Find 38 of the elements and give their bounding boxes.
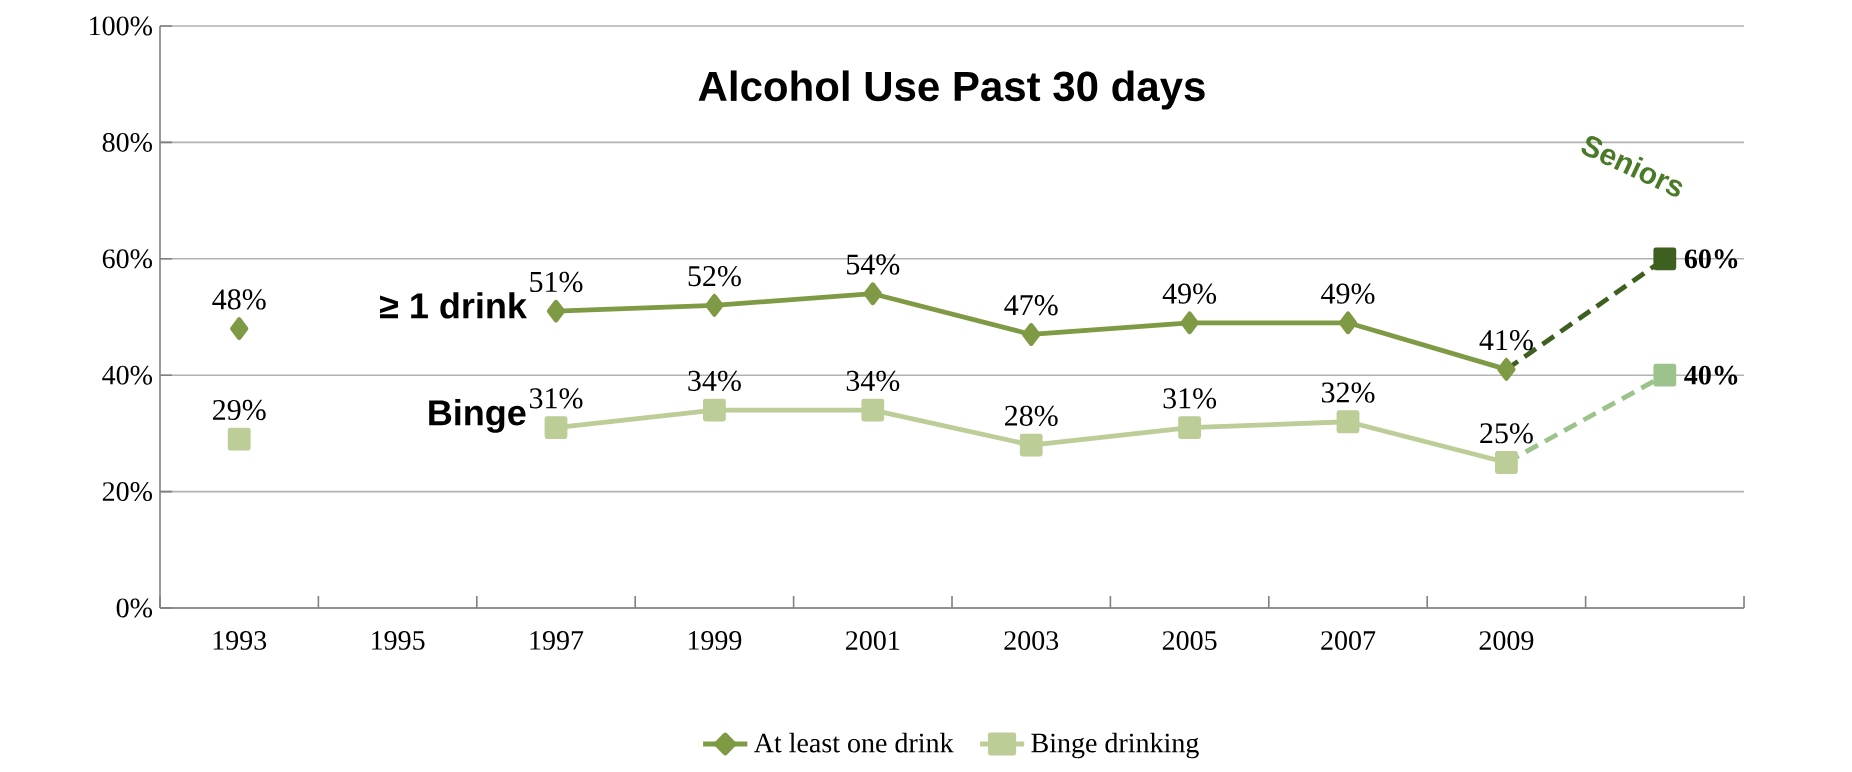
y-tick-label: 80% [102, 132, 153, 152]
data-label: 29% [213, 399, 266, 421]
x-tick-label: 2003 [1004, 631, 1059, 650]
legend-label: Binge drinking [1031, 732, 1199, 759]
data-label: 49% [1162, 283, 1217, 304]
annotation: ≥ 1 drink [380, 292, 527, 319]
y-tick-label: 0% [116, 598, 153, 618]
data-label: 48% [212, 289, 266, 310]
data-label: 31% [1163, 388, 1217, 409]
data-label: 52% [688, 265, 741, 287]
data-label: 54% [847, 254, 900, 275]
y-tick-label: 20% [102, 482, 153, 502]
x-tick-label: 1993 [213, 631, 267, 650]
data-label: 47% [1004, 295, 1058, 316]
x-tick-label: 1997 [530, 631, 584, 650]
y-tick-label: 60% [102, 249, 153, 269]
data-label: 40% [1684, 365, 1738, 385]
legend-label: At least one drink [754, 732, 954, 753]
data-label: 60% [1684, 249, 1738, 269]
x-tick-label: 2009 [1479, 631, 1534, 650]
data-label: 34% [846, 370, 900, 392]
data-label: 25% [1480, 423, 1533, 444]
data-label: 49% [1321, 283, 1375, 304]
data-label: 41% [1479, 330, 1533, 351]
data-label: 34% [688, 370, 741, 392]
data-label: 31% [529, 388, 583, 409]
text: Alcohol Use Past 30 days [698, 70, 1205, 110]
y-tick-label: 40% [102, 365, 153, 385]
data-label: 32% [1321, 382, 1375, 403]
x-tick-label: 1995 [372, 631, 425, 650]
x-tick-label: 2005 [1162, 631, 1217, 650]
x-tick-label: 2001 [846, 631, 900, 650]
x-tick-label: 2007 [1321, 631, 1376, 650]
annotation: Binge [429, 399, 526, 433]
data-label: 28% [1005, 405, 1058, 427]
x-tick-label: 1999 [688, 631, 742, 650]
y-tick-label: 100% [90, 16, 153, 36]
data-label: 51% [530, 271, 583, 293]
